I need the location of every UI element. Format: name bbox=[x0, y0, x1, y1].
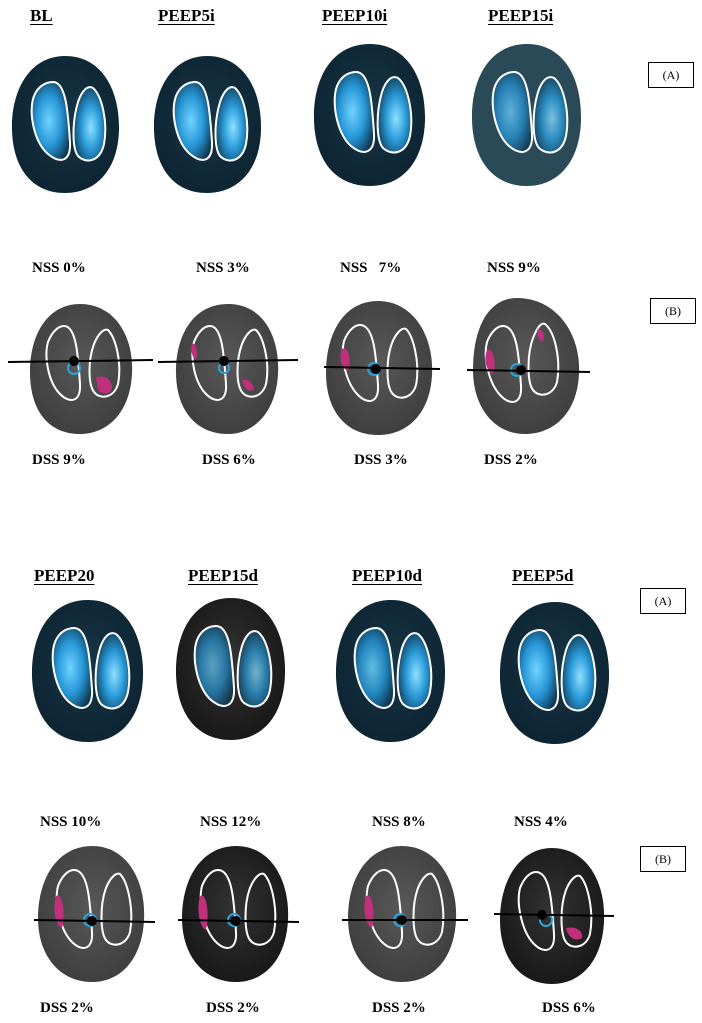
eit-ventilation-image bbox=[471, 44, 582, 186]
nss-label: NSS 12% bbox=[200, 814, 262, 830]
dss-label: DSS 2% bbox=[372, 1000, 426, 1016]
eit-overdistension-image bbox=[7, 304, 154, 434]
nss-label: NSS 3% bbox=[196, 260, 250, 276]
eit-ventilation-image bbox=[31, 600, 144, 742]
dss-label: DSS 2% bbox=[484, 452, 538, 468]
dss-label: DSS 2% bbox=[40, 1000, 94, 1016]
nss-label: NSS 8% bbox=[372, 814, 426, 830]
eit-overdistension-image bbox=[323, 301, 441, 435]
nss-label: NSS 4% bbox=[514, 814, 568, 830]
nss-label: NSS 0% bbox=[32, 260, 86, 276]
panel-tag-b: (B) bbox=[640, 846, 686, 872]
header-peep15i: PEEP15i bbox=[488, 6, 554, 25]
nss-label: NSS 7% bbox=[340, 260, 402, 276]
dss-label: DSS 6% bbox=[542, 1000, 596, 1016]
header-bl: BL bbox=[30, 6, 53, 25]
eit-overdistension-image bbox=[466, 298, 591, 434]
eit-overdistension-image bbox=[33, 846, 156, 982]
nss-label: NSS 9% bbox=[487, 260, 541, 276]
eit-ventilation-image bbox=[335, 600, 446, 742]
header-peep20: PEEP20 bbox=[34, 566, 95, 585]
panel-tag-b: (B) bbox=[650, 298, 696, 324]
eit-ventilation-image bbox=[313, 44, 426, 186]
eit-overdistension-image bbox=[493, 848, 615, 984]
eit-overdistension-image bbox=[342, 846, 468, 982]
header-peep10i: PEEP10i bbox=[322, 6, 388, 25]
eit-ventilation-image bbox=[153, 56, 262, 193]
eit-overdistension-image bbox=[157, 304, 299, 434]
panel-tag-a: (A) bbox=[640, 588, 686, 614]
header-peep15d: PEEP15d bbox=[188, 566, 258, 585]
header-peep10d: PEEP10d bbox=[352, 566, 422, 585]
eit-overdistension-image bbox=[177, 846, 300, 982]
dss-label: DSS 3% bbox=[354, 452, 408, 468]
panel-tag-a: (A) bbox=[648, 62, 694, 88]
header-peep5d: PEEP5d bbox=[512, 566, 574, 585]
header-peep5i: PEEP5i bbox=[158, 6, 215, 25]
dss-label: DSS 9% bbox=[32, 452, 86, 468]
eit-ventilation-image bbox=[175, 598, 286, 740]
eit-ventilation-image bbox=[11, 56, 120, 193]
eit-ventilation-image bbox=[499, 602, 610, 744]
dss-label: DSS 2% bbox=[206, 1000, 260, 1016]
dss-label: DSS 6% bbox=[202, 452, 256, 468]
nss-label: NSS 10% bbox=[40, 814, 102, 830]
